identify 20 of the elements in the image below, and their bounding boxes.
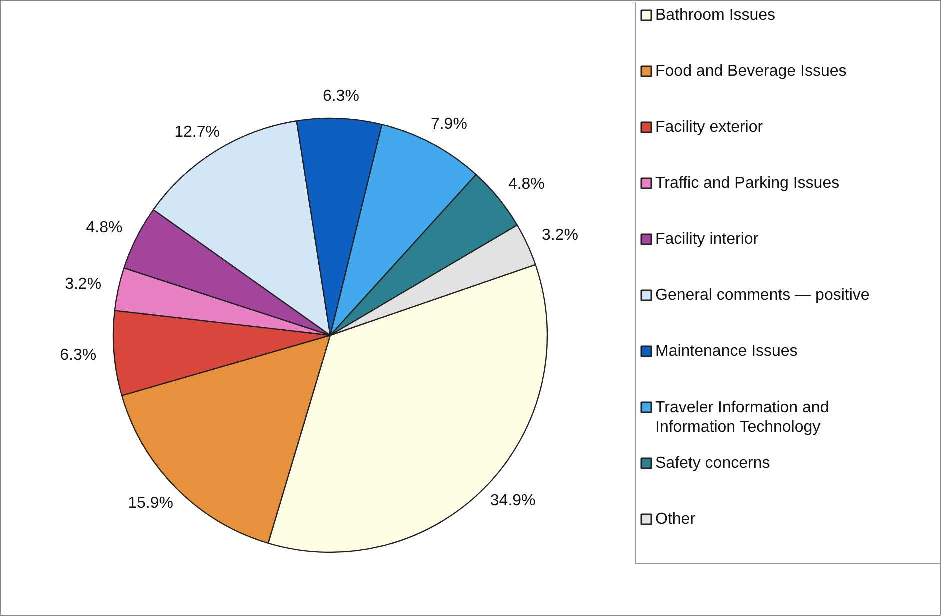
legend-label: Facility exterior [656,119,764,136]
data-label: 6.3% [60,346,97,364]
data-label: 3.2% [542,226,578,244]
data-label: 3.2% [65,276,102,294]
legend-label: Traveler Information and Information Technology [656,400,830,436]
legend-label: Food and Beverage Issues [656,63,847,80]
data-label: 4.8% [86,220,123,237]
legend-label: Other [656,511,696,528]
data-label: 34.9% [490,492,536,510]
legend-label: Maintenance Issues [656,343,798,360]
data-label: 6.3% [322,88,360,106]
legend-label: Facility interior [656,231,760,248]
data-label: 7.9% [430,116,468,133]
legend-label: Safety concerns [656,455,770,472]
data-label: 15.9% [128,495,174,512]
data-label: 12.7% [174,124,220,141]
legend-label: General comments — positive [656,287,870,304]
data-label: 4.8% [508,176,545,194]
legend-label: Bathroom Issues [656,7,776,24]
legend-label: Traffic and Parking Issues [656,175,840,192]
